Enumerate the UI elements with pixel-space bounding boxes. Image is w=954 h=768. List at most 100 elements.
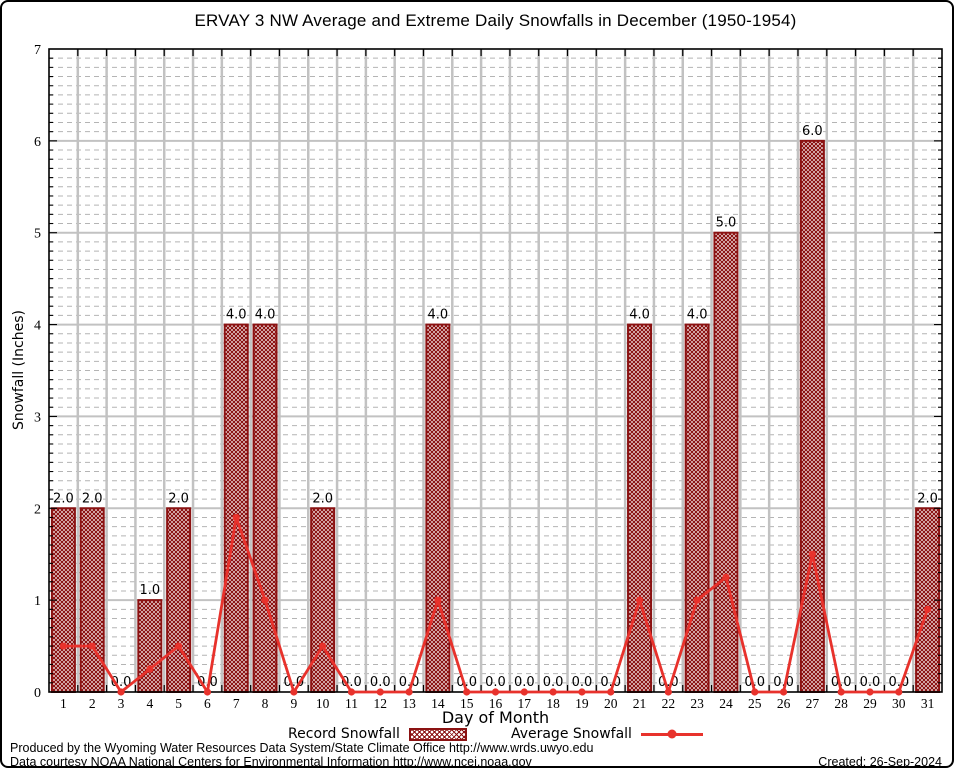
x-tick-label-day-7: 7	[233, 696, 240, 711]
x-tick-label-day-30: 30	[892, 696, 906, 711]
record-bar-day-21	[627, 323, 653, 693]
plot-area: 2.0 2.0 0.0 1.0 2.0 0.0 4.0 4.0 0.0 2.0 0.0 0.0 0.0 4…	[34, 43, 943, 711]
x-tick-label-day-12: 12	[374, 696, 388, 711]
bar-value-label: 2.0	[917, 491, 938, 506]
record-snowfall-swatch-icon	[408, 727, 467, 741]
record-bar-day-5	[166, 507, 192, 693]
x-tick-label-day-2: 2	[89, 696, 96, 711]
x-tick-label-day-11: 11	[345, 696, 358, 711]
x-tick-label-day-19: 19	[575, 696, 589, 711]
x-tick-label-day-4: 4	[146, 696, 153, 711]
average-marker-day-20	[607, 688, 615, 696]
average-marker-day-22	[664, 688, 672, 696]
x-tick-label-day-8: 8	[262, 696, 269, 711]
bar-value-label: 2.0	[53, 491, 74, 506]
x-tick-label-day-29: 29	[863, 696, 877, 711]
x-tick-label-day-3: 3	[118, 696, 125, 711]
average-marker-day-7	[232, 513, 240, 522]
average-marker-day-9	[290, 688, 298, 696]
average-marker-day-12	[376, 688, 384, 696]
bar-value-label: 0.0	[514, 675, 535, 690]
average-marker-day-29	[866, 688, 874, 696]
average-marker-day-16	[491, 688, 500, 696]
average-marker-day-28	[837, 688, 845, 696]
bar-value-label: 4.0	[687, 308, 708, 323]
footer-produced-by: Produced by the Wyoming Water Resources …	[10, 741, 594, 755]
average-marker-day-31	[923, 605, 932, 613]
average-marker-day-23	[693, 596, 701, 604]
average-marker-day-14	[434, 596, 442, 604]
average-marker-day-27	[808, 550, 816, 558]
x-tick-label-day-18: 18	[546, 696, 560, 711]
average-marker-day-26	[779, 688, 788, 696]
x-tick-label-day-14: 14	[431, 696, 445, 711]
bar-value-label: 2.0	[312, 491, 333, 506]
x-tick-label-day-23: 23	[690, 696, 704, 711]
x-tick-label-day-9: 9	[290, 696, 297, 711]
x-tick-label-day-10: 10	[316, 696, 330, 711]
record-bar-day-23	[684, 323, 710, 693]
bar-value-label: 0.0	[543, 675, 564, 690]
bar-value-label: 2.0	[168, 491, 189, 506]
legend-record-label: Record Snowfall	[288, 726, 400, 742]
average-marker-day-11	[347, 688, 356, 696]
bar-value-label: 0.0	[773, 675, 794, 690]
x-tick-label-day-26: 26	[777, 696, 791, 711]
record-bar-day-10	[310, 507, 336, 693]
legend: Record Snowfall Average Snowfall	[49, 726, 942, 742]
average-marker-day-5	[175, 642, 183, 650]
x-tick-label-day-27: 27	[806, 696, 820, 711]
y-tick-label: 5	[34, 227, 41, 242]
record-bar-day-2	[79, 507, 105, 693]
bar-value-label: 4.0	[428, 308, 449, 323]
average-marker-day-6	[203, 688, 212, 696]
bar-value-label: 4.0	[226, 308, 247, 323]
bar-value-label: 4.0	[629, 308, 650, 323]
x-tick-label-day-17: 17	[518, 696, 532, 711]
x-tick-label-day-20: 20	[604, 696, 618, 711]
average-marker-day-4	[146, 665, 154, 673]
average-marker-day-19	[578, 688, 586, 696]
x-tick-label-day-28: 28	[834, 696, 848, 711]
average-snowfall-line-icon	[640, 729, 703, 739]
y-tick-label: 3	[34, 410, 41, 425]
x-tick-label-day-16: 16	[489, 696, 503, 711]
record-bar-day-4	[137, 599, 163, 694]
x-tick-label-day-13: 13	[402, 696, 416, 711]
y-tick-label: 4	[34, 319, 41, 334]
bar-value-label: 0.0	[860, 675, 881, 690]
y-tick-label: 2	[34, 502, 41, 517]
x-tick-label-day-22: 22	[662, 696, 676, 711]
x-tick-label-day-31: 31	[921, 696, 935, 711]
x-axis-label: Day of Month	[441, 708, 550, 727]
average-marker-day-13	[405, 688, 413, 696]
bar-value-label: 1.0	[139, 583, 160, 598]
footer-created-date: Created: 26-Sep-2024	[818, 755, 942, 768]
average-marker-day-1	[59, 642, 68, 650]
x-tick-label-day-6: 6	[204, 696, 211, 711]
x-tick-label-day-15: 15	[460, 696, 474, 711]
average-marker-day-17	[520, 688, 528, 696]
bar-value-label: 0.0	[572, 675, 593, 690]
bar-value-label: 4.0	[255, 308, 276, 323]
bar-value-label: 0.0	[831, 675, 852, 690]
record-bar-day-27	[799, 139, 825, 694]
x-tick-label-day-5: 5	[175, 696, 182, 711]
record-bar-day-7	[223, 323, 249, 693]
average-marker-day-15	[463, 688, 471, 696]
average-marker-day-25	[751, 688, 759, 696]
x-tick-label-day-25: 25	[748, 696, 762, 711]
bar-value-label: 0.0	[485, 675, 506, 690]
chart-title: ERVAY 3 NW Average and Extreme Daily Sno…	[194, 11, 797, 30]
average-marker-day-30	[895, 688, 903, 696]
y-tick-label: 6	[34, 135, 41, 150]
average-marker-day-8	[261, 596, 269, 604]
average-marker-day-3	[117, 688, 125, 696]
x-tick-label-day-24: 24	[719, 696, 733, 711]
average-marker-day-24	[722, 573, 730, 581]
average-marker-day-2	[88, 642, 96, 650]
average-marker-day-10	[319, 642, 327, 650]
average-marker-day-21	[635, 596, 644, 604]
bar-value-label: 2.0	[82, 491, 103, 506]
